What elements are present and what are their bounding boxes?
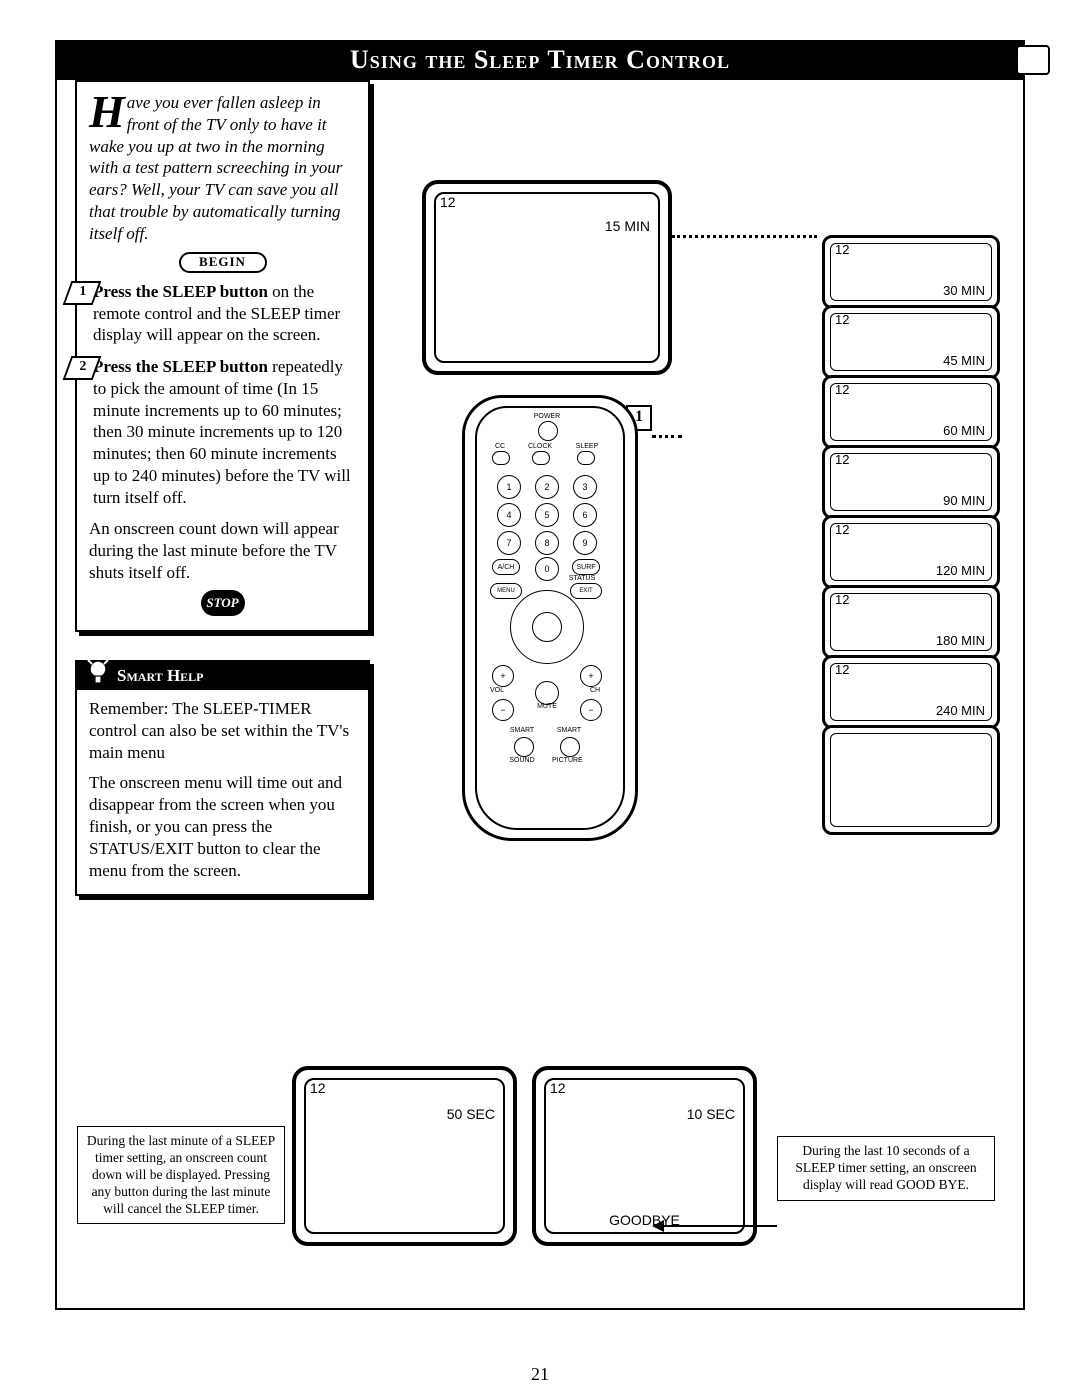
tv-screen-180: 12180 MIN xyxy=(822,585,1000,659)
tv-screen-main: 12 15 MIN xyxy=(422,180,672,375)
step-number-1: 1 xyxy=(63,281,102,305)
tv-screen-120: 12120 MIN xyxy=(822,515,1000,589)
digit-6[interactable]: 6 xyxy=(573,503,597,527)
tv-screen-30: 1230 MIN xyxy=(822,235,1000,309)
content-frame: Have you ever fallen asleep in front of … xyxy=(55,80,1025,1310)
digit-2[interactable]: 2 xyxy=(535,475,559,499)
page-title: Using the Sleep Timer Control xyxy=(350,45,730,75)
cc-button[interactable] xyxy=(492,451,510,465)
caption-left: During the last minute of a SLEEP timer … xyxy=(77,1126,285,1224)
step-2: 2 Press the SLEEP button repeatedly to p… xyxy=(89,356,356,508)
left-column: Have you ever fallen asleep in front of … xyxy=(75,80,370,896)
lightbulb-icon xyxy=(85,656,111,690)
exit-button[interactable]: EXIT xyxy=(570,583,602,599)
digit-1[interactable]: 1 xyxy=(497,475,521,499)
tv-corner-icon xyxy=(1016,45,1050,75)
power-button[interactable] xyxy=(538,421,558,441)
smart-help-p1: Remember: The SLEEP-TIMER control can al… xyxy=(89,698,356,764)
smart-help-p2: The onscreen menu will time out and disa… xyxy=(89,772,356,882)
digit-4[interactable]: 4 xyxy=(497,503,521,527)
digit-5[interactable]: 5 xyxy=(535,503,559,527)
begin-badge: BEGIN xyxy=(179,252,267,273)
tv-screen-240: 12240 MIN xyxy=(822,655,1000,729)
tv-screen-blank xyxy=(822,725,1000,835)
nav-ok[interactable] xyxy=(532,612,562,642)
tv-screen-90: 1290 MIN xyxy=(822,445,1000,519)
connector-dots xyxy=(672,235,817,238)
tv-screen-50sec: 12 50 SEC xyxy=(292,1066,517,1246)
digit-3[interactable]: 3 xyxy=(573,475,597,499)
tv-screen-60: 1260 MIN xyxy=(822,375,1000,449)
menu-button[interactable]: MENU xyxy=(490,583,522,599)
instructions-box: Have you ever fallen asleep in front of … xyxy=(75,80,370,632)
connector-dots-2 xyxy=(652,435,682,438)
power-label: POWER xyxy=(532,413,562,420)
digit-7[interactable]: 7 xyxy=(497,531,521,555)
remote-control: POWER CC CLOCK SLEEP 1 2 3 4 5 6 7 8 9 A… xyxy=(462,395,632,835)
diagram-area: 12 15 MIN ☚ 1 1230 MIN 1245 MIN 1260 MIN… xyxy=(392,105,1002,1005)
digit-8[interactable]: 8 xyxy=(535,531,559,555)
ch-up[interactable]: + xyxy=(580,665,602,687)
smart-help-header: Smart Help xyxy=(77,662,368,690)
stop-badge: STOP xyxy=(201,590,245,616)
page-number: 21 xyxy=(531,1364,549,1385)
sleep-button[interactable] xyxy=(577,451,595,465)
channel-number: 12 xyxy=(440,194,456,210)
smart-sound-button[interactable] xyxy=(514,737,534,757)
ch-down[interactable]: − xyxy=(580,699,602,721)
title-bar: Using the Sleep Timer Control xyxy=(55,40,1025,80)
vol-down[interactable]: − xyxy=(492,699,514,721)
main-time-label: 15 MIN xyxy=(605,218,650,234)
step-number-2: 2 xyxy=(63,356,102,380)
smart-picture-button[interactable] xyxy=(560,737,580,757)
ach-button[interactable]: A/CH xyxy=(492,559,520,575)
tv-stack: 1230 MIN 1245 MIN 1260 MIN 1290 MIN 1212… xyxy=(822,235,1002,831)
tv-screen-45: 1245 MIN xyxy=(822,305,1000,379)
step-1: 1 Press the SLEEP button on the remote c… xyxy=(89,281,356,346)
dropcap: H xyxy=(89,92,127,131)
smart-help-box: Smart Help Remember: The SLEEP-TIMER con… xyxy=(75,660,370,897)
mute-button[interactable] xyxy=(535,681,559,705)
step-extra-paragraph: An onscreen count down will appear durin… xyxy=(89,518,356,583)
clock-button[interactable] xyxy=(532,451,550,465)
arrow-icon xyxy=(652,1216,782,1236)
vol-up[interactable]: + xyxy=(492,665,514,687)
intro-paragraph: Have you ever fallen asleep in front of … xyxy=(89,92,356,244)
surf-button[interactable]: SURF xyxy=(572,559,600,575)
digit-0[interactable]: 0 xyxy=(535,557,559,581)
digit-9[interactable]: 9 xyxy=(573,531,597,555)
caption-right: During the last 10 seconds of a SLEEP ti… xyxy=(777,1136,995,1201)
bottom-section: During the last minute of a SLEEP timer … xyxy=(77,1066,1002,1276)
manual-page: Using the Sleep Timer Control Have you e… xyxy=(0,0,1080,1397)
